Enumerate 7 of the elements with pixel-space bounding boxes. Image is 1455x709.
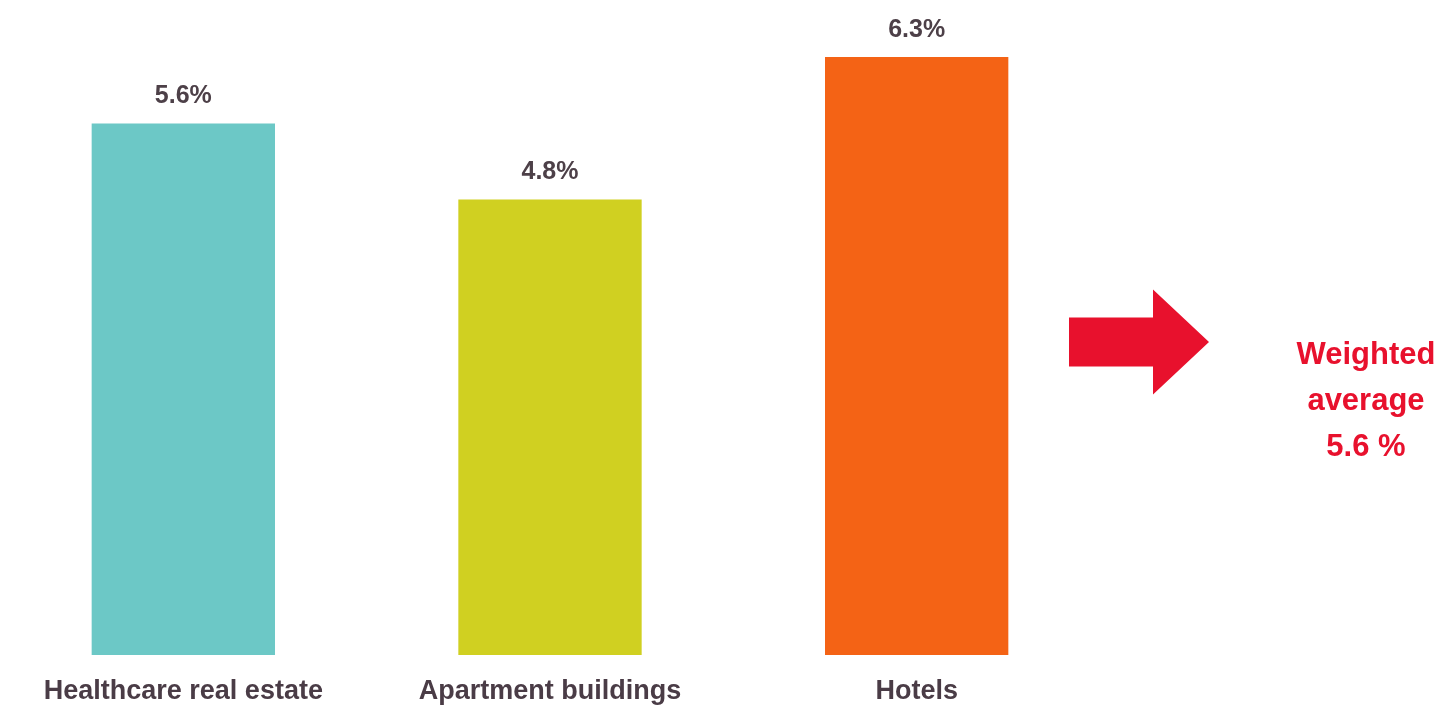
data-label: 5.6% [154, 80, 212, 109]
text: Weighted average 5.6 % [1296, 336, 1436, 463]
x-tick-label: Hotels [875, 674, 958, 705]
data-label: 4.8% [521, 156, 579, 185]
x-tick-label: Healthcare real estate [43, 674, 323, 705]
x-tick-label: Apartment buildings [418, 674, 682, 705]
data-label: 6.3% [888, 14, 946, 42]
